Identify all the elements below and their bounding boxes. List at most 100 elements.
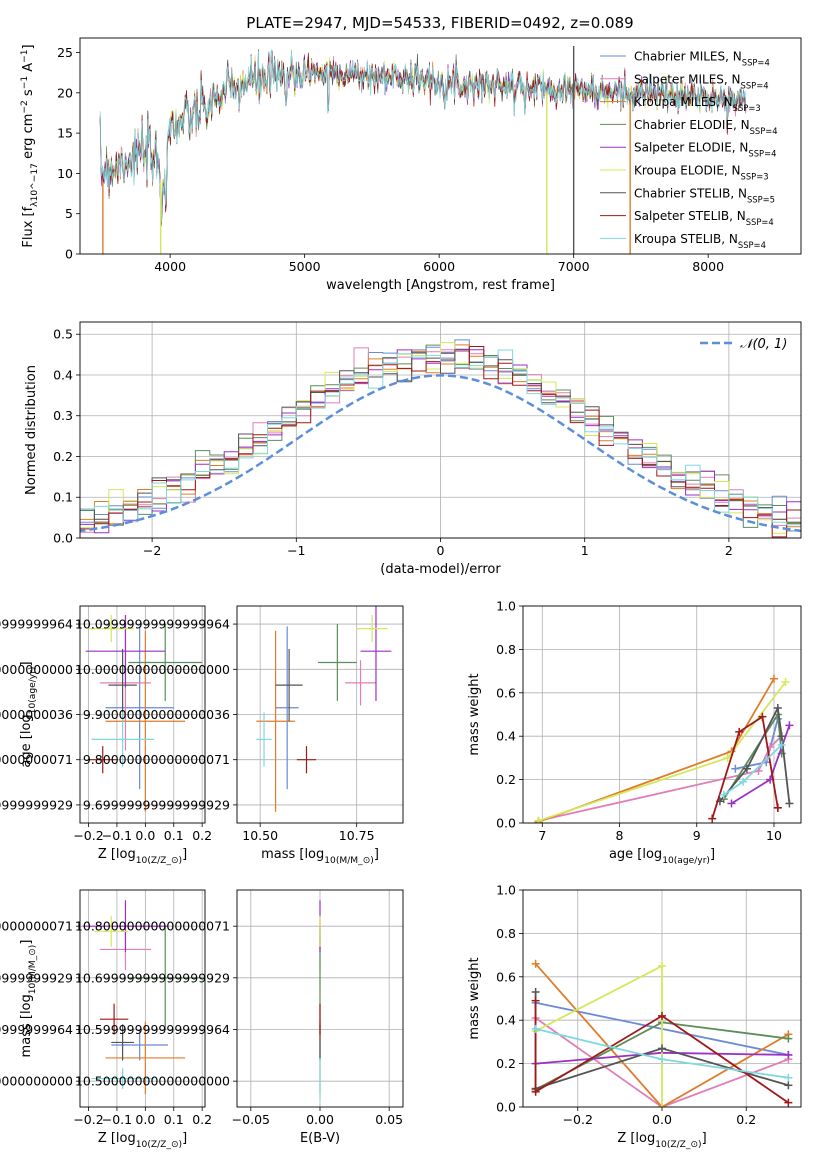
y-tick-label: 9.69999999999999929 (0, 797, 73, 812)
x-tick-label: 0.00 (306, 1112, 334, 1127)
y-tick-label: 0.3 (53, 408, 73, 423)
spectrum-frame (79, 37, 802, 255)
x-tick-label: 8000 (692, 259, 724, 274)
weight_vs_Z-plot (531, 959, 793, 1107)
y-tick-label: 0.4 (53, 367, 73, 382)
y-tick-label: 9.90000000000000036 (0, 707, 73, 722)
y-tick-label: 0 (65, 247, 73, 262)
legend-label: Chabrier ELODIE, NSSP=4 (634, 118, 778, 136)
x-tick-label: 0.2 (192, 828, 212, 843)
residual-legend: 𝒩(0, 1) (700, 337, 787, 352)
x-axis-label: Z [log10(Z/Z_⊙)] (98, 847, 187, 866)
mass_vs_Z-plot (82, 900, 203, 1095)
y-tick-label: 0.2 (496, 772, 516, 787)
age_vs_Z-axes: −0.2−0.10.0 0.1 0.2 9.69999999999999929 9.80… (0, 606, 212, 866)
x-axis-label: mass [log10(M/M_⊙)] (261, 847, 379, 866)
x-tick-label: 0 (437, 543, 445, 558)
y-tick-label: 10.59999999999999964 (0, 1022, 73, 1037)
x-tick-label: −0.2 (73, 1112, 103, 1127)
y-axis-label: mass [log10(M/M_⊙)] (19, 940, 38, 1058)
x-tick-label: 4000 (154, 259, 186, 274)
y-tick-label: 0.0 (496, 1100, 516, 1115)
x-tick-label: 0.0 (135, 828, 155, 843)
x-axis-label: wavelength [Angstrom, rest frame] (326, 278, 555, 293)
y-axis-label: mass weight (467, 957, 482, 1039)
weight-line (535, 1017, 789, 1107)
y-tick-label: 0.4 (496, 1013, 516, 1028)
mass_vs_Z-frame (79, 889, 206, 1108)
x-axis-label: age [log10(age/yr)] (609, 847, 715, 866)
x-tick-label: 10.50 (242, 828, 278, 843)
weight_vs_age-plot (534, 674, 794, 823)
legend-label: 𝒩(0, 1) (740, 337, 787, 352)
x-axis-label: E(B-V) (300, 1131, 340, 1146)
legend-label: Salpeter MILES, NSSP=4 (634, 72, 769, 90)
residuals-frame (79, 321, 802, 539)
x-tick-label: 0.2 (736, 1112, 756, 1127)
x-tick-label: −1 (287, 543, 305, 558)
weight_vs_age-axes: 7 8 9 10 0.0 0.2 0.4 0.6 0.8 1.0 age [log10(age/yr… (467, 599, 801, 866)
spectrum-line (99, 49, 747, 222)
x-tick-label: −0.1 (102, 1112, 132, 1127)
x-tick-label: −0.2 (73, 828, 103, 843)
y-tick-label: 0.2 (53, 449, 73, 464)
x-tick-label: 0.0 (652, 1112, 672, 1127)
x-tick-label: 0.1 (164, 1112, 184, 1127)
x-axis-label: Z [log10(Z/Z_⊙)] (98, 1131, 187, 1150)
y-axis-label: Flux [fλ10^−17 erg cm−2 s−1 A−1] (20, 44, 40, 247)
weight_vs_age-frame (522, 605, 802, 824)
legend-label: Kroupa MILES, NSSP=3 (634, 95, 761, 113)
y-tick-label: 10.50000000000000000 (75, 1074, 230, 1089)
x-tick-label: 7000 (558, 259, 590, 274)
mass_vs_ebv-axes: −0.05 0.00 0.05 10.50000000000000000 10.5999… (75, 890, 403, 1146)
y-axis-label: mass weight (467, 673, 482, 755)
y-tick-label: 10.09999999999999964 (75, 617, 230, 632)
residuals-axes: −2 −1 0 1 2 0.0 0.1 0.2 0.3 0.4 0.5 (data-model)/er… (24, 322, 801, 577)
y-tick-label: 9.69999999999999929 (83, 797, 230, 812)
spectrum-legend: Chabrier MILES, NSSP=4 Salpeter MILES, NS… (600, 50, 778, 250)
legend-label: Salpeter ELODIE, NSSP=4 (634, 141, 776, 159)
y-tick-label: 1.0 (496, 883, 516, 898)
weight_vs_Z-frame (522, 889, 802, 1108)
legend-label: Kroupa STELIB, NSSP=4 (634, 232, 766, 250)
x-tick-label: 9 (693, 828, 701, 843)
x-tick-label: −0.1 (102, 828, 132, 843)
y-tick-label: 0.6 (496, 685, 516, 700)
y-tick-label: 0.4 (496, 729, 516, 744)
y-tick-label: 0.0 (53, 531, 73, 546)
x-axis-label: Z [log10(Z/Z_⊙)] (617, 1131, 706, 1150)
y-tick-label: 10.69999999999999929 (0, 970, 73, 985)
weight-line (538, 735, 783, 822)
weight-line (711, 715, 779, 819)
weight-line (538, 678, 775, 823)
y-tick-label: 25 (57, 45, 73, 60)
x-tick-label: −0.05 (232, 1112, 270, 1127)
x-tick-label: 2 (725, 543, 733, 558)
age_vs_Z-plot (85, 615, 203, 812)
x-tick-label: 0.0 (135, 1112, 155, 1127)
x-tick-label: 10.75 (339, 828, 375, 843)
x-tick-label: 0.2 (192, 1112, 212, 1127)
legend-label: Kroupa ELODIE, NSSP=3 (634, 164, 769, 182)
y-tick-label: 10 (57, 166, 73, 181)
y-tick-label: 10.00000000000000000 (75, 662, 230, 677)
y-axis-label: age [log10(age/yr)] (19, 661, 38, 767)
y-tick-label: 10.69999999999999929 (75, 970, 230, 985)
x-tick-label: 5000 (289, 259, 321, 274)
y-axis-label: Normed distribution (24, 365, 39, 495)
weight-line (534, 1000, 789, 1104)
x-tick-label: 7 (538, 828, 546, 843)
y-tick-label: 0.5 (53, 327, 73, 342)
legend-label: Chabrier MILES, NSSP=4 (634, 50, 770, 68)
y-tick-label: 9.80000000000000071 (0, 752, 73, 767)
y-tick-label: 5 (65, 206, 73, 221)
y-tick-label: 0.8 (496, 926, 516, 941)
x-tick-label: 1 (581, 543, 589, 558)
x-tick-label: 0.05 (375, 1112, 403, 1127)
legend-label: Chabrier STELIB, NSSP=5 (634, 186, 775, 204)
mass_vs_ebv-frame (236, 889, 404, 1108)
y-tick-label: 10.00000000000000000 (0, 662, 73, 677)
figure-title: PLATE=2947, MJD=54533, FIBERID=0492, z=0… (246, 14, 633, 32)
